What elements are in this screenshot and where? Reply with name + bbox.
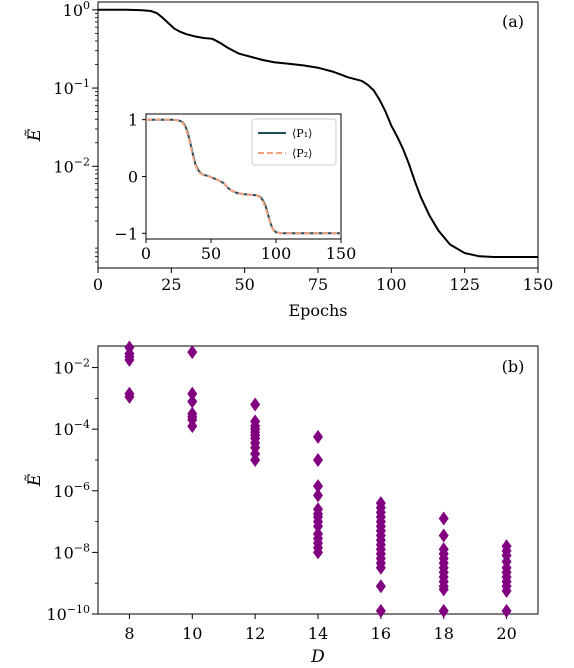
panel-b-xtick-label-16: 16 [371, 624, 391, 643]
inset-xtick-label-100: 100 [261, 244, 292, 263]
panel-a-ytick-label: 100 [63, 0, 90, 20]
panel-b-marker [124, 389, 135, 404]
inset-ytick-label-1: 1 [128, 111, 138, 130]
panel-b-marker [375, 603, 386, 618]
inset-ytick-label-0: 0 [128, 168, 138, 187]
inset-ytick-label--1: −1 [114, 224, 138, 243]
panel-b-marker [438, 528, 449, 543]
panel-b-marker [313, 429, 323, 444]
panel-b-marker [501, 603, 512, 618]
panel-b-marker [501, 583, 512, 598]
panel-b-marker [438, 603, 449, 618]
panel-b: 8 10 12 14 16 18 20 10−2 10−4 10−6 10−8 10−10 D Ẽ (b) [24, 340, 539, 667]
panel-b-marker [313, 519, 323, 534]
panel-a-xtick-label-125: 125 [449, 275, 480, 294]
panel-b-ytick-label: 10−6 [53, 480, 90, 501]
panel-b-ytick-label: 10−4 [53, 418, 90, 439]
panel-b-xtick-label-8: 8 [124, 624, 134, 643]
panel-b-xtick-label-14: 14 [308, 624, 328, 643]
panel-b-marker [187, 345, 198, 360]
panel-a-xtick-label-150: 150 [523, 275, 554, 294]
panel-b-marker [375, 560, 386, 575]
panel-a-xtick-label-100: 100 [376, 275, 407, 294]
panel-a-xlabel: Epochs [288, 301, 347, 320]
panel-b-xtick-label-18: 18 [434, 624, 454, 643]
panel-b-marker [438, 511, 449, 526]
panel-b-marker [313, 545, 323, 560]
panel-a-tag: (a) [502, 12, 524, 31]
panel-b-ytick-label: 10−2 [53, 357, 90, 378]
panel-b-marker [187, 394, 198, 409]
panel-b-marker [124, 352, 135, 367]
panel-b-xtick-label-20: 20 [496, 624, 516, 643]
panel-b-marker [313, 488, 323, 503]
inset-xtick-label-50: 50 [201, 244, 221, 263]
panel-a-energy-line [98, 8, 538, 258]
panel-a-ytick-label: 10−2 [53, 155, 90, 176]
panel-b-ytick-label: 10−8 [53, 541, 90, 562]
panel-b-marker [187, 386, 198, 401]
panel-b-marker [313, 479, 323, 494]
panel-a-ytick-label: 10−1 [53, 77, 90, 98]
panel-b-marker [250, 397, 261, 412]
panel-b-xlabel: D [310, 647, 325, 667]
inset-legend-label-2: ⟨P₂⟩ [292, 147, 312, 160]
panel-b-xtick-label-12: 12 [245, 624, 265, 643]
panel-b-marker [250, 452, 261, 467]
panel-a-xtick-label-50: 50 [234, 275, 254, 294]
panel-a-xtick-label-75: 75 [308, 275, 328, 294]
panel-a-ylabel: Ẽ [24, 128, 45, 142]
panel-b-marker [187, 419, 198, 434]
panel-a-xtick-label-25: 25 [161, 275, 181, 294]
panel-b-xtick-label-10: 10 [182, 624, 202, 643]
panel-b-marker [313, 452, 323, 467]
panel-b-ylabel: Ẽ [24, 473, 45, 487]
inset-xtick-label-0: 0 [141, 244, 151, 263]
panel-a-xtick-label-0: 0 [93, 275, 103, 294]
panel-b-tag: (b) [502, 357, 525, 376]
panel-b-ytick-label: 10−10 [46, 603, 90, 624]
inset-xtick-label-150: 150 [326, 244, 357, 263]
panel-b-marker [438, 582, 449, 597]
panel-b-marker [375, 579, 386, 594]
inset-legend-label-1: ⟨P₁⟩ [292, 127, 312, 140]
